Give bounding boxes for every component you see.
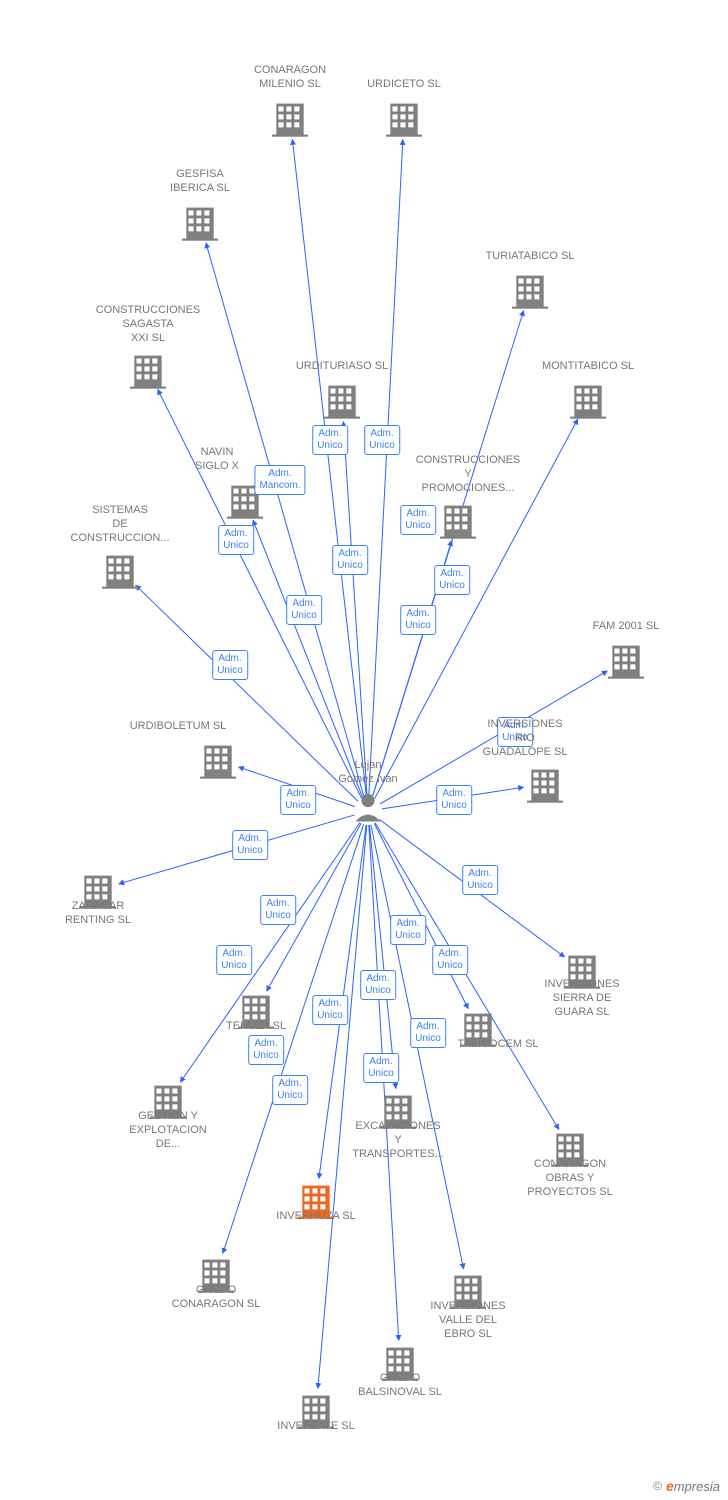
edge [372,541,451,798]
building-icon[interactable] [440,506,476,539]
edge [119,815,355,884]
building-icon[interactable] [512,276,548,309]
edge [369,825,395,1089]
edge [253,520,363,798]
building-icon[interactable] [608,646,644,679]
building-icon[interactable] [527,770,563,803]
building-icon[interactable] [182,208,218,241]
edge [180,823,360,1083]
edge [374,823,468,1008]
edge [158,389,362,798]
edge [319,825,366,1179]
building-icon[interactable] [298,1396,334,1429]
building-icon[interactable] [150,1086,186,1119]
brand-rest: mpresia [674,1479,720,1494]
edge [343,422,367,797]
building-icon[interactable] [570,386,606,419]
brand-e: e [666,1478,674,1494]
person-icon[interactable] [355,794,380,822]
edge [369,825,399,1340]
copyright-symbol: © [653,1479,662,1493]
edge [380,671,607,804]
building-icon[interactable] [198,1260,234,1293]
building-icon[interactable] [324,386,360,419]
building-icon[interactable] [80,876,116,909]
building-icon[interactable] [272,104,308,137]
building-icon[interactable] [552,1134,588,1167]
building-icon[interactable] [238,996,274,1029]
edge [135,585,357,801]
edge [292,139,366,797]
building-icon[interactable] [386,104,422,137]
footer: © empresia [653,1478,720,1494]
edge [238,767,354,807]
building-icon[interactable] [298,1186,334,1219]
building-icon[interactable] [450,1276,486,1309]
edge [375,419,578,799]
building-icon[interactable] [130,356,166,389]
building-icon[interactable] [380,1096,416,1129]
building-icon[interactable] [227,486,263,519]
building-icon[interactable] [564,956,600,989]
building-icon[interactable] [382,1348,418,1381]
edge [206,243,364,798]
edge [369,140,403,797]
building-icon[interactable] [200,746,236,779]
edge [223,824,364,1253]
edge [371,825,464,1269]
building-icon[interactable] [102,556,138,589]
building-icon[interactable] [460,1014,496,1047]
edge [318,825,367,1389]
